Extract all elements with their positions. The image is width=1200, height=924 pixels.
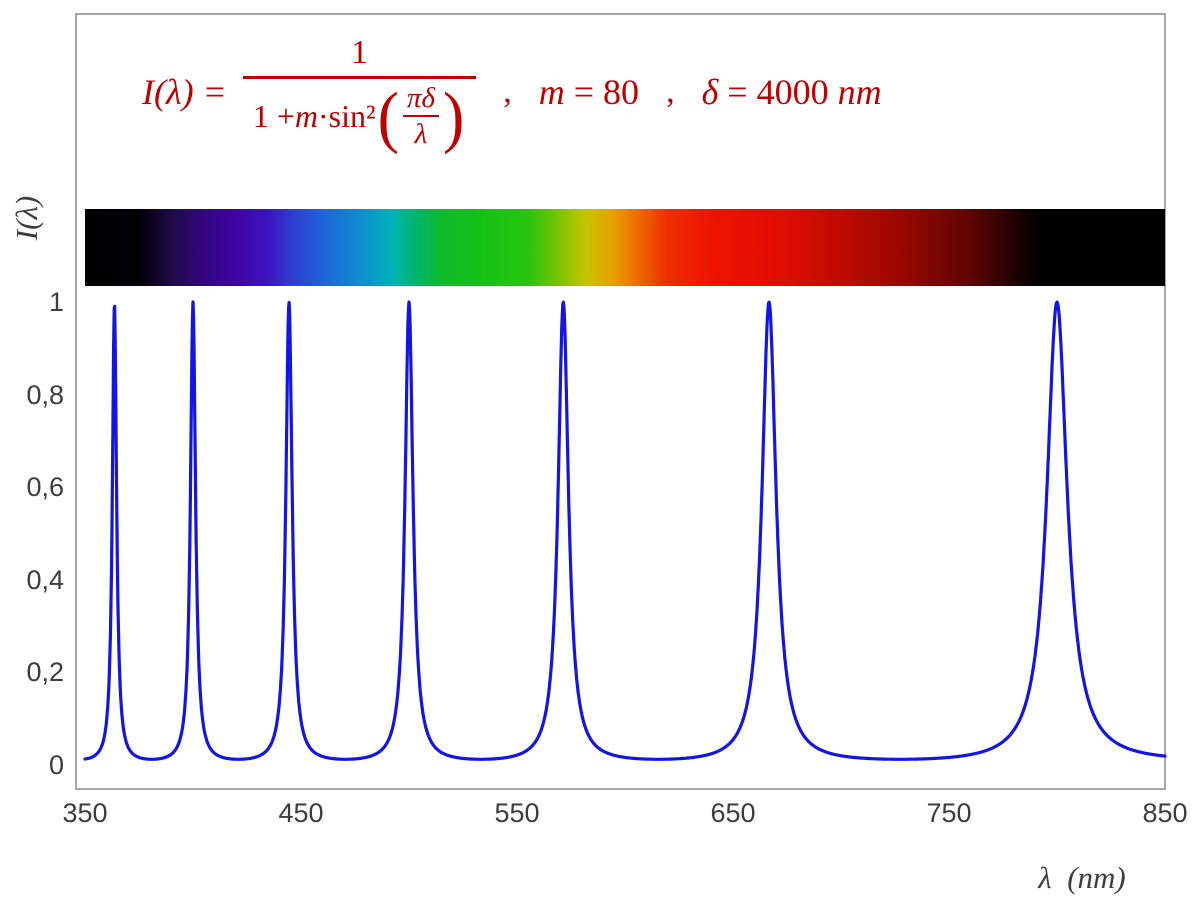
x-tick-550: 550 [494,798,540,828]
fraction-denominator: 1 + m · sin² ( πδ λ ) [243,77,476,155]
formula: I(λ) = 1 1 + m · sin² ( πδ λ ) , m = 80 … [142,34,882,150]
y-tick-0-8: 0,8 [26,380,64,410]
open-paren: ( [377,77,399,155]
parameter-m: m = 80 [539,71,639,113]
parameter-delta: δ = 4000 nm [702,71,882,113]
x-axis-title: λ (nm) [1038,860,1126,895]
x-tick-750: 750 [926,798,972,828]
y-tick-0: 0 [48,750,64,780]
y-tick-0-2: 0,2 [26,657,64,687]
fraction-bar [242,76,477,79]
formula-separator-2: , [666,72,675,110]
close-paren: ) [442,77,465,155]
den-sin-squared: sin² [328,97,376,134]
y-axis-title: I(λ) [9,195,44,241]
y-tick-0-6: 0,6 [26,472,64,502]
formula-lhs: I(λ) = [142,71,227,112]
y-tick-0-4: 0,4 [26,565,64,595]
den-m-variable: m [294,97,319,134]
formula-separator-1: , [503,72,512,110]
den-one-plus: 1 + [252,97,295,134]
visible-spectrum-bar [85,209,1165,286]
inner-fraction-bar [402,115,439,118]
delta-variable: δ [701,71,719,112]
delta-unit: nm [837,71,882,112]
m-variable: m [538,71,565,112]
delta-value: = 4000 [718,71,838,112]
x-tick-850: 850 [1142,798,1188,828]
formula-fraction: 1 1 + m · sin² ( πδ λ ) [242,34,477,155]
x-tick-650: 650 [710,798,756,828]
y-tick-1: 1 [48,287,64,317]
inner-fraction: πδ λ [402,82,439,151]
inner-denominator: λ [414,118,428,151]
m-value: = 80 [564,71,640,112]
x-tick-350: 350 [62,798,108,828]
x-tick-450: 450 [278,798,324,828]
inner-numerator: πδ [406,82,435,114]
den-cdot: · [318,97,329,134]
fraction-numerator: 1 [351,34,369,71]
